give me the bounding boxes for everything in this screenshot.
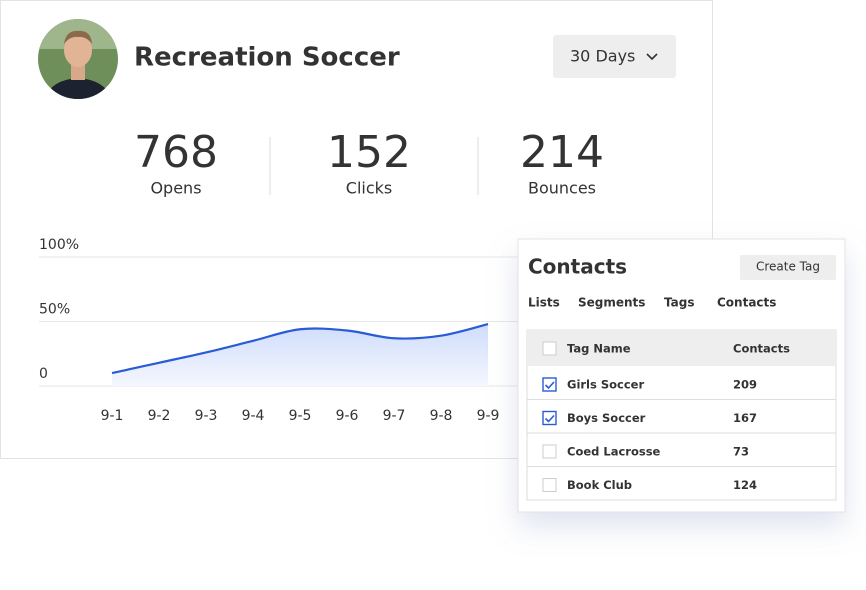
x-tick-label: 9-5 xyxy=(289,408,312,424)
stat-label: Opens xyxy=(150,179,201,198)
tag-count: 124 xyxy=(733,478,757,492)
tag-name: Book Club xyxy=(567,478,632,492)
tag-name: Girls Soccer xyxy=(567,378,644,392)
stat-value: 768 xyxy=(134,127,218,178)
x-tick-label: 9-4 xyxy=(242,408,265,424)
stat-value: 214 xyxy=(520,127,604,178)
checkbox[interactable] xyxy=(542,444,557,459)
stat-label: Bounces xyxy=(528,179,596,198)
button-label: Create Tag xyxy=(756,260,820,274)
stat-label: Clicks xyxy=(346,179,392,198)
panel-title: Contacts xyxy=(528,255,627,279)
x-tick-label: 9-2 xyxy=(148,408,171,424)
table-header xyxy=(527,330,836,366)
create-tag-button[interactable] xyxy=(740,255,836,280)
chevron xyxy=(646,53,658,61)
area xyxy=(112,324,488,386)
x-tick-label: 9-6 xyxy=(336,408,359,424)
x-tick-label: 9-7 xyxy=(383,408,406,424)
checkmark xyxy=(544,414,555,423)
x-tick-label: 9-3 xyxy=(195,408,218,424)
y-tick-label: 100% xyxy=(39,237,79,253)
tab[interactable]: Tags xyxy=(664,296,694,310)
tab[interactable]: Lists xyxy=(528,296,560,310)
y-tick-label: 0 xyxy=(39,366,48,382)
checkmark xyxy=(544,381,555,390)
x-tick-label: 9-1 xyxy=(101,408,124,424)
range-label: 30 Days xyxy=(570,47,635,66)
title: Recreation Soccer xyxy=(134,43,400,73)
checkbox[interactable] xyxy=(542,410,557,426)
x-tick-label: 9-9 xyxy=(477,408,500,424)
checkbox[interactable] xyxy=(542,377,557,392)
column-header: Contacts xyxy=(733,342,790,356)
range-dropdown[interactable] xyxy=(553,35,676,78)
tag-count: 73 xyxy=(733,445,749,459)
tag-name: Boys Soccer xyxy=(567,411,646,425)
tag-name: Coed Lacrosse xyxy=(567,445,661,459)
avatar xyxy=(38,19,118,99)
x-tick-label: 9-8 xyxy=(430,408,453,424)
tag-count: 209 xyxy=(733,378,757,392)
line xyxy=(111,323,489,375)
checkbox[interactable] xyxy=(542,341,557,356)
checkbox[interactable] xyxy=(542,478,557,492)
column-header: Tag Name xyxy=(567,342,631,356)
tab[interactable]: Contacts xyxy=(717,296,776,310)
stat-value: 152 xyxy=(327,127,411,178)
tab[interactable]: Segments xyxy=(578,296,645,310)
tag-count: 167 xyxy=(733,411,757,425)
y-tick-label: 50% xyxy=(39,302,70,318)
